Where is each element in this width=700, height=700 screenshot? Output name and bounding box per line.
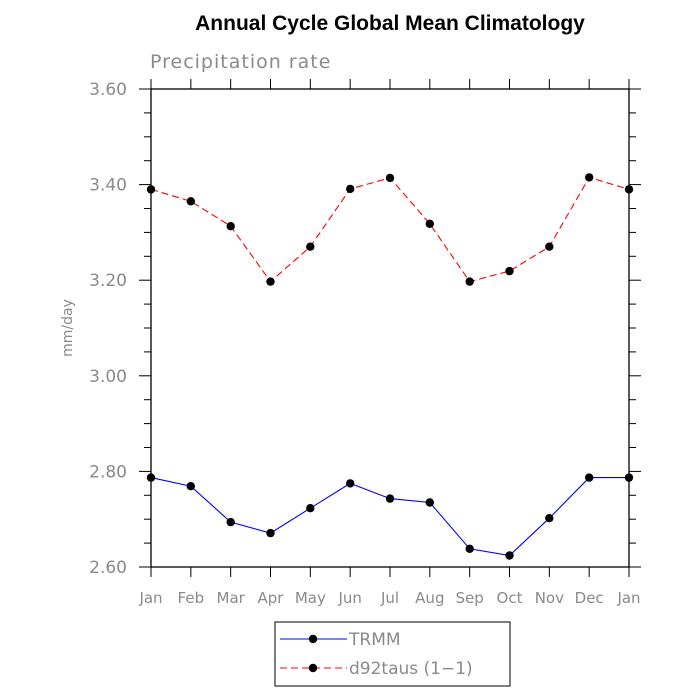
y-tick-label: 3.40 <box>89 176 127 196</box>
legend-box <box>274 621 511 687</box>
axes-group: 2.60 2.80 3.00 3.20 3.40 3.60 Jan Feb Mar Apr May J… <box>89 79 641 607</box>
data-point <box>425 498 434 507</box>
legend-label-1: d92taus (1−1) <box>349 659 473 679</box>
data-point <box>186 197 195 206</box>
data-point <box>585 473 594 482</box>
y-tick-label: 3.20 <box>89 271 127 291</box>
data-point <box>226 517 235 527</box>
x-tick-label: Sep <box>456 589 484 607</box>
data-point <box>624 473 634 482</box>
data-point <box>146 473 156 482</box>
data-point <box>146 185 156 194</box>
x-tick-label: Nov <box>535 589 564 607</box>
data-point <box>545 514 554 523</box>
data-point <box>266 277 275 286</box>
x-tick-label: Jun <box>337 589 361 607</box>
y-tick-label: 3.60 <box>89 80 127 100</box>
data-point <box>425 219 434 228</box>
series-layer <box>146 173 634 560</box>
data-point <box>226 222 235 231</box>
data-point <box>266 528 275 538</box>
y-axis-label: mm/day <box>60 299 76 357</box>
series-line-1 <box>150 176 630 283</box>
legend: TRMM d92taus (1−1) <box>274 621 511 687</box>
x-tick-label: Jan <box>616 589 640 607</box>
legend-label-0: TRMM <box>348 630 401 650</box>
data-point <box>465 277 474 286</box>
data-point <box>465 544 474 553</box>
data-point <box>186 482 195 491</box>
data-point <box>306 242 315 251</box>
data-point <box>505 266 514 276</box>
legend-marker-1 <box>308 663 318 673</box>
x-tick-label: Apr <box>258 589 285 607</box>
data-point <box>545 242 554 251</box>
data-point <box>346 479 355 488</box>
x-tick-label: Oct <box>497 589 523 607</box>
legend-marker-0 <box>308 634 318 644</box>
x-tick-label: Feb <box>178 589 205 607</box>
data-point <box>346 184 355 194</box>
y-tick-label: 2.60 <box>89 558 127 578</box>
data-point <box>385 173 395 183</box>
x-tick-label: Dec <box>575 589 604 607</box>
x-tick-label: May <box>295 589 326 607</box>
x-tick-label: Jul <box>380 589 399 607</box>
y-tick-label: 2.80 <box>89 462 127 482</box>
data-point <box>585 173 594 182</box>
data-point <box>306 504 315 513</box>
series-line-0 <box>150 477 629 557</box>
x-tick-label: Aug <box>415 589 444 607</box>
y-tick-label: 3.00 <box>89 367 127 387</box>
x-tick-label: Jan <box>138 589 162 607</box>
x-tick-label: Mar <box>217 589 246 607</box>
chart-title: Annual Cycle Global Mean Climatology <box>195 12 585 35</box>
data-point <box>505 551 514 560</box>
chart-subtitle: Precipitation rate <box>150 51 331 73</box>
data-point <box>385 494 395 503</box>
data-point <box>624 185 634 194</box>
